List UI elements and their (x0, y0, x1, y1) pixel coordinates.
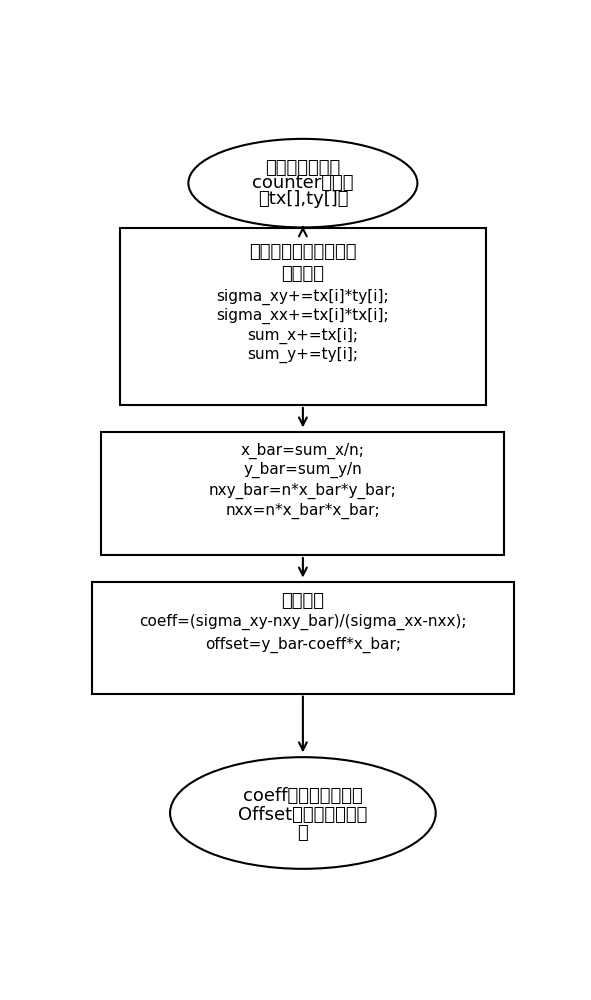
Text: offset=y_bar-coeff*x_bar;: offset=y_bar-coeff*x_bar; (205, 637, 401, 653)
Text: nxy_bar=n*x_bar*y_bar;: nxy_bar=n*x_bar*y_bar; (209, 483, 397, 499)
Text: nxx=n*x_bar*x_bar;: nxx=n*x_bar*x_bar; (226, 503, 380, 519)
Text: coeff为计算所得系数: coeff为计算所得系数 (243, 787, 363, 805)
Text: 值: 值 (297, 824, 309, 842)
Text: sigma_xx+=tx[i]*tx[i];: sigma_xx+=tx[i]*tx[i]; (216, 308, 389, 324)
Text: counter组数据: counter组数据 (252, 174, 353, 192)
Text: y_bar=sum_y/n: y_bar=sum_y/n (243, 462, 362, 478)
Text: 将每个特征组的值循环: 将每个特征组的值循环 (249, 243, 356, 261)
Text: 计算得到: 计算得到 (281, 265, 324, 283)
Text: sum_x+=tx[i];: sum_x+=tx[i]; (248, 327, 358, 344)
Text: coeff=(sigma_xy-nxy_bar)/(sigma_xx-nxx);: coeff=(sigma_xy-nxy_bar)/(sigma_xx-nxx); (139, 614, 467, 630)
Text: （tx[],ty[]）: （tx[],ty[]） (258, 190, 348, 208)
Text: Offset为计算所得偏差: Offset为计算所得偏差 (238, 806, 368, 824)
Text: sum_y+=ty[i];: sum_y+=ty[i]; (248, 347, 358, 363)
Text: 计算得到: 计算得到 (281, 592, 324, 610)
Text: x_bar=sum_x/n;: x_bar=sum_x/n; (241, 443, 365, 459)
Text: 输入特征数据组: 输入特征数据组 (265, 159, 340, 177)
Text: sigma_xy+=tx[i]*ty[i];: sigma_xy+=tx[i]*ty[i]; (216, 289, 389, 305)
